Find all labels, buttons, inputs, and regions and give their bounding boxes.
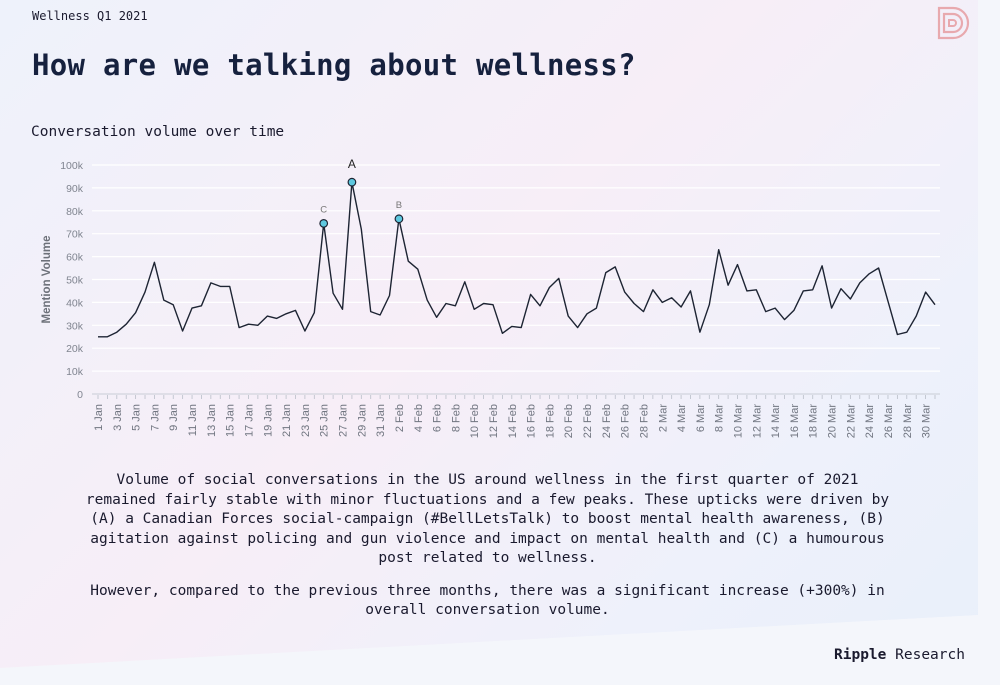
y-tick-label: 70k — [66, 229, 84, 241]
x-tick-label: 10 Feb — [469, 404, 481, 438]
x-tick-label: 21 Jan — [281, 404, 293, 437]
annotation-label: B — [396, 200, 402, 211]
y-tick-label: 80k — [66, 206, 84, 218]
x-tick-label: 29 Jan — [356, 404, 368, 437]
x-tick-label: 1 Jan — [93, 404, 105, 431]
x-tick-label: 27 Jan — [338, 404, 350, 437]
y-axis-label: Mention Volume — [41, 236, 53, 324]
x-tick-label: 2 Feb — [394, 404, 406, 432]
x-tick-label: 4 Feb — [413, 404, 425, 432]
x-tick-label: 14 Mar — [770, 404, 782, 439]
x-tick-label: 28 Feb — [638, 404, 650, 438]
annotation-marker — [319, 218, 329, 228]
x-tick-label: 12 Feb — [488, 404, 500, 438]
x-tick-label: 3 Jan — [112, 404, 124, 431]
description-paragraph-2: However, compared to the previous three … — [90, 582, 885, 619]
y-tick-label: 50k — [66, 275, 84, 287]
annotation-label: A — [348, 157, 356, 171]
annotation-label: C — [320, 204, 327, 215]
x-tick-label: 4 Mar — [676, 404, 688, 432]
x-tick-label: 5 Jan — [131, 404, 143, 431]
x-tick-label: 28 Mar — [902, 404, 914, 439]
annotation-marker — [347, 177, 357, 187]
x-tick-label: 23 Jan — [300, 404, 312, 437]
y-tick-label: 100k — [60, 160, 84, 172]
x-tick-label: 6 Mar — [695, 404, 707, 432]
x-tick-label: 18 Feb — [544, 404, 556, 438]
y-tick-label: 40k — [66, 297, 84, 309]
x-tick-label: 6 Feb — [432, 404, 444, 432]
ripple-logo-icon — [937, 6, 970, 40]
x-tick-label: 16 Mar — [789, 404, 801, 439]
x-tick-label: 22 Feb — [582, 404, 594, 438]
x-tick-label: 10 Mar — [733, 404, 745, 439]
x-tick-label: 18 Mar — [808, 404, 820, 439]
y-tick-label: 0 — [77, 389, 83, 401]
page-title: How are we talking about wellness? — [32, 48, 636, 82]
x-tick-label: 16 Feb — [526, 404, 538, 438]
report-kicker: Wellness Q1 2021 — [32, 9, 148, 23]
x-tick-label: 13 Jan — [206, 404, 218, 437]
x-tick-label: 22 Mar — [845, 404, 857, 439]
x-tick-label: 25 Jan — [319, 404, 331, 437]
x-tick-label: 2 Mar — [657, 404, 669, 432]
x-tick-label: 9 Jan — [168, 404, 180, 431]
series-line — [98, 181, 936, 338]
x-tick-label: 30 Mar — [921, 404, 933, 439]
description: Volume of social conversations in the US… — [80, 471, 895, 634]
x-tick-label: 8 Feb — [450, 404, 462, 432]
footer-brand-bold: Ripple — [834, 647, 887, 663]
footer-brand-rest: Research — [895, 647, 965, 663]
x-tick-label: 26 Feb — [620, 404, 632, 438]
y-tick-label: 30k — [66, 320, 84, 332]
line-chart: 0 10k 20k 30k 40k 50k 60k 70k 80k 90k 100k Mention … — [41, 157, 940, 439]
y-tick-label: 20k — [66, 343, 84, 355]
chart-title: Conversation volume over time — [31, 124, 285, 140]
x-tick-label: 26 Mar — [883, 404, 895, 439]
x-tick-label: 19 Jan — [262, 404, 274, 437]
footer-brand: Ripple Research — [834, 647, 965, 663]
x-tick-label: 12 Mar — [751, 404, 763, 439]
x-tick-label: 20 Mar — [827, 404, 839, 439]
x-tick-label: 24 Mar — [864, 404, 876, 439]
y-tick-label: 90k — [66, 183, 84, 195]
x-tick-label: 8 Mar — [714, 404, 726, 432]
x-tick-label: 14 Feb — [507, 404, 519, 438]
x-tick-label: 11 Jan — [187, 404, 199, 436]
description-paragraph-1: Volume of social conversations in the US… — [85, 472, 890, 566]
x-tick-label: 20 Feb — [563, 404, 575, 438]
x-tick-label: 24 Feb — [601, 404, 613, 438]
y-tick-label: 60k — [66, 252, 84, 264]
x-tick-label: 7 Jan — [149, 404, 161, 431]
annotation-marker — [394, 214, 404, 224]
x-tick-label: 17 Jan — [243, 404, 255, 437]
x-tick-label: 15 Jan — [225, 404, 237, 437]
x-tick-label: 31 Jan — [375, 404, 387, 437]
y-tick-label: 10k — [66, 366, 84, 378]
